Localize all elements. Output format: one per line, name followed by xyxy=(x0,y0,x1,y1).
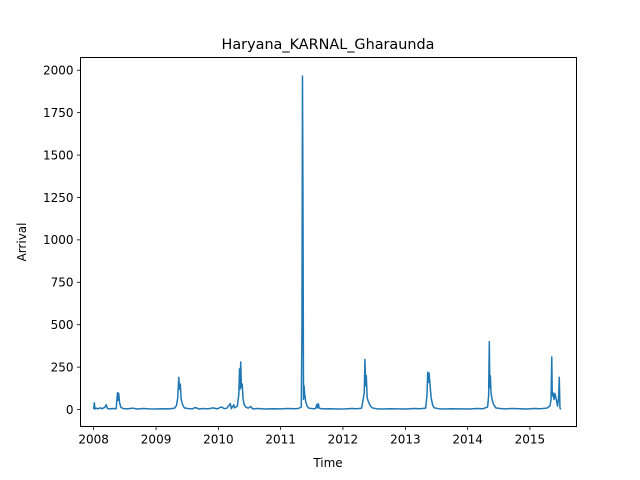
y-tick-label: 0 xyxy=(66,403,74,417)
x-axis-ticks: 2008 2009 2010 2011 2012 2013 2014 2015 xyxy=(78,426,546,447)
y-tick-label: 1250 xyxy=(43,191,74,205)
axes-frame xyxy=(80,57,577,427)
series-line-1 xyxy=(92,75,562,410)
plot-area xyxy=(92,75,562,410)
x-tick-label: 2014 xyxy=(452,433,483,447)
y-axis-ticks: 0 250 500 750 1000 1250 1500 1750 2000 xyxy=(43,64,81,417)
y-tick-label: 1500 xyxy=(43,148,74,162)
x-tick-label: 2011 xyxy=(265,433,296,447)
x-tick-label: 2015 xyxy=(515,433,546,447)
y-axis-label: Arrival xyxy=(15,223,29,262)
x-tick-label: 2013 xyxy=(390,433,421,447)
x-axis-label: Time xyxy=(312,456,342,470)
x-tick-label: 2010 xyxy=(203,433,234,447)
y-tick-label: 2000 xyxy=(43,64,74,78)
x-tick-label: 2009 xyxy=(141,433,172,447)
x-tick-label: 2008 xyxy=(78,433,109,447)
x-tick-label: 2012 xyxy=(328,433,359,447)
y-tick-label: 250 xyxy=(51,360,74,374)
y-tick-label: 1000 xyxy=(43,233,74,247)
chart-title: Haryana_KARNAL_Gharaunda xyxy=(222,37,435,53)
y-tick-label: 500 xyxy=(51,318,74,332)
y-tick-label: 1750 xyxy=(43,106,74,120)
y-tick-label: 750 xyxy=(51,276,74,290)
